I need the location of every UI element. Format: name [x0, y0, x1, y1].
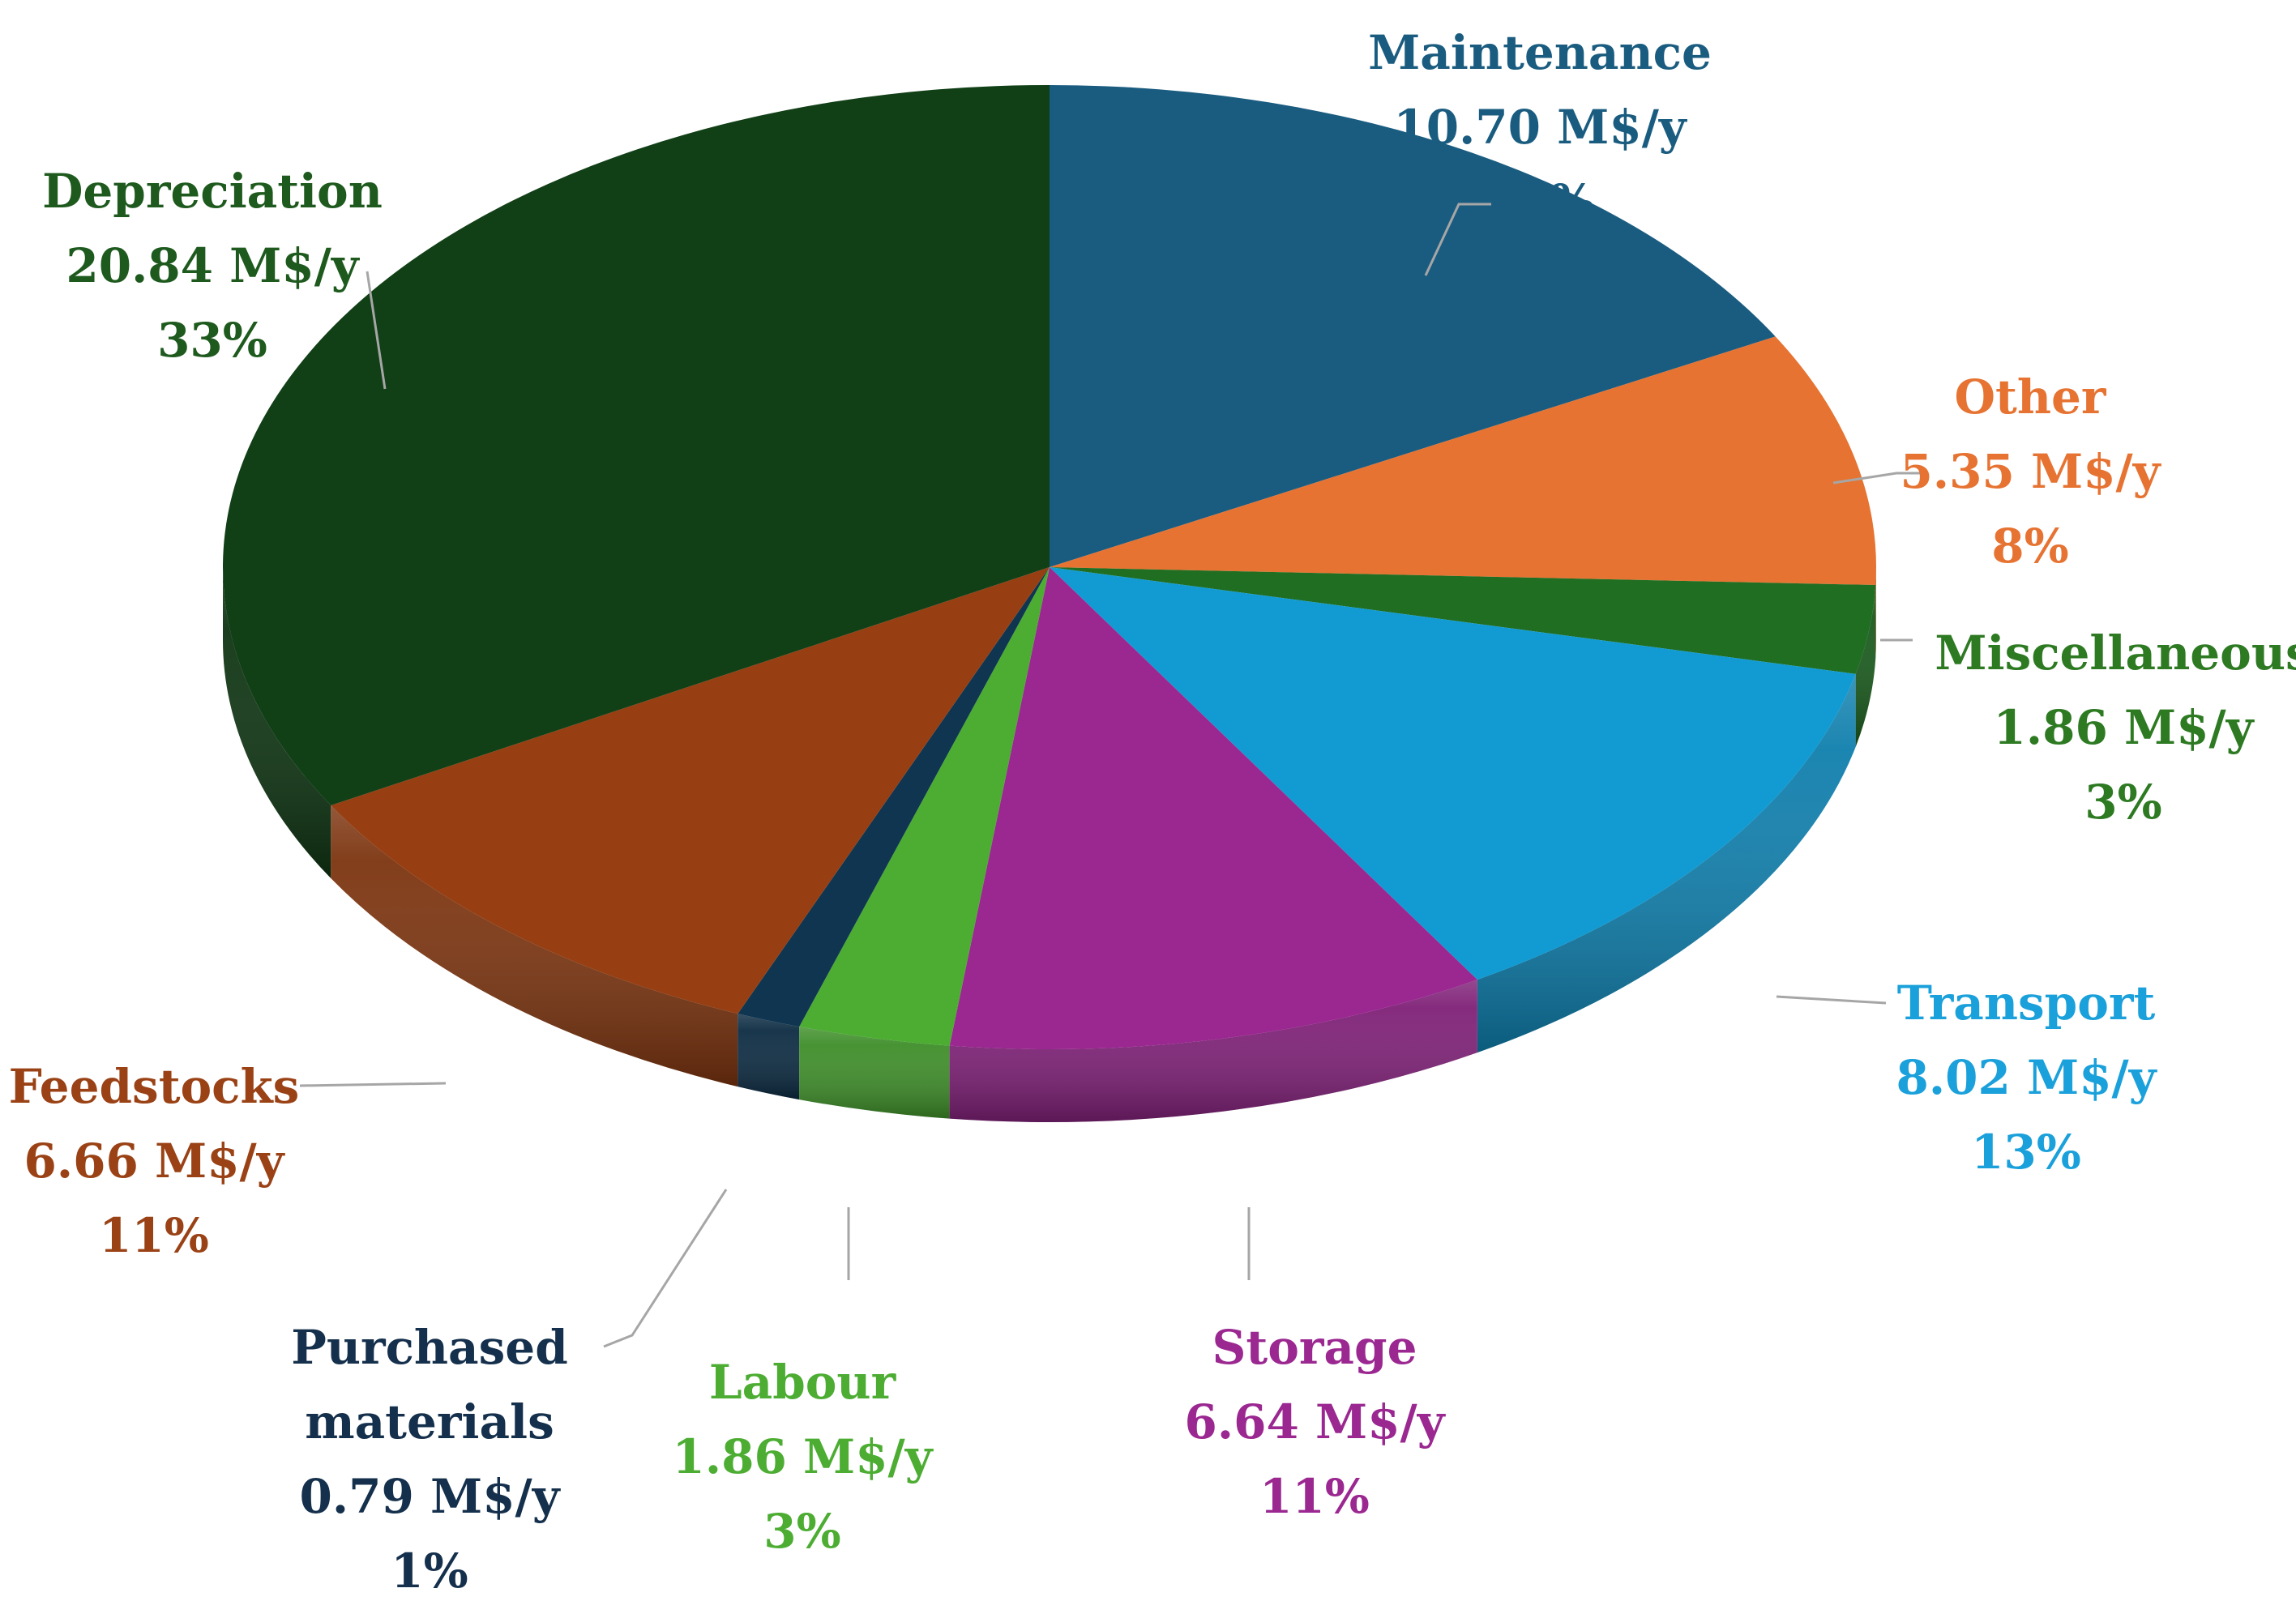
slice-name: Purchased: [291, 1320, 568, 1375]
pie-side-feedstocks: [331, 805, 738, 1087]
pie-side-labour: [799, 1027, 950, 1119]
leader-line-purchased-materials: [603, 1189, 728, 1348]
pie-slice-other: [1050, 336, 1876, 586]
pie-slice-depreciation: [223, 85, 1050, 806]
slice-label-other: Other 5.35 M$/y 8%: [1901, 369, 2162, 574]
pie-slice-feedstocks: [331, 567, 1050, 1014]
pie-side-storage: [949, 980, 1477, 1123]
slice-percent: 3%: [763, 1504, 840, 1559]
slice-value: 8.02 M$/y: [1896, 1050, 2158, 1105]
slice-labels: Maintenance 10.70 M$/y 17% Other 5.35 M$/y 8%…: [9, 25, 2296, 1599]
leader-line-maintenance: [1424, 203, 1491, 276]
slice-name: Other: [1955, 369, 2107, 425]
slice-label-maintenance: Maintenance 10.70 M$/y 17%: [1368, 25, 1712, 229]
slice-percent: 11%: [1259, 1469, 1370, 1524]
leader-line-depreciation: [366, 271, 387, 390]
slice-value: 10.70 M$/y: [1393, 100, 1688, 155]
pie-slice-miscellaneous: [1050, 567, 1876, 674]
pie-slice-transport: [1050, 567, 1856, 980]
leader-lines: [299, 203, 1925, 1348]
slice-name: Labour: [709, 1355, 897, 1410]
pie-sides: [223, 567, 1876, 1123]
pie-side-other: [1875, 567, 1876, 659]
slice-name: Transport: [1897, 976, 2156, 1031]
slice-name: Depreciation: [42, 164, 383, 219]
pie-side-transport: [1477, 673, 1856, 1053]
slice-percent: 17%: [1485, 174, 1595, 229]
slice-value: 1.86 M$/y: [673, 1429, 934, 1484]
slice-value: 1.86 M$/y: [1994, 700, 2255, 755]
pie-side-purchased-materials: [738, 1014, 800, 1100]
pie-slice-purchased-materials: [738, 567, 1050, 1027]
slice-value: 0.79 M$/y: [300, 1469, 562, 1524]
leader-line-other: [1832, 472, 1925, 485]
pie-side-depreciation: [223, 567, 331, 879]
slice-value: 6.66 M$/y: [24, 1134, 286, 1189]
pie-side-miscellaneous: [1855, 585, 1876, 747]
slice-label-feedstocks: Feedstocks 6.66 M$/y 11%: [9, 1059, 300, 1263]
slice-name: materials: [305, 1394, 554, 1449]
slice-name: Maintenance: [1368, 25, 1712, 80]
pie-tops: [223, 85, 1876, 1049]
slice-value: 20.84 M$/y: [66, 238, 361, 293]
leader-line-feedstocks: [299, 1082, 447, 1087]
pie-slice-labour: [799, 567, 1050, 1046]
slice-label-storage: Storage 6.64 M$/y 11%: [1185, 1320, 1447, 1524]
slice-label-transport: Transport 8.02 M$/y 13%: [1896, 976, 2158, 1180]
slice-percent: 13%: [1971, 1125, 2081, 1180]
slice-percent: 1%: [391, 1543, 468, 1597]
slice-value: 5.35 M$/y: [1901, 444, 2162, 499]
pie-slice-maintenance: [1050, 85, 1776, 567]
slice-percent: 11%: [99, 1208, 209, 1263]
slice-name: Storage: [1212, 1320, 1417, 1375]
slice-label-depreciation: Depreciation 20.84 M$/y 33%: [42, 164, 383, 368]
slice-label-miscellaneous: Miscellaneous 1.86 M$/y 3%: [1935, 625, 2296, 830]
slice-percent: 3%: [2084, 775, 2161, 830]
slice-name: Feedstocks: [9, 1059, 300, 1114]
leader-line-transport: [1776, 995, 1887, 1005]
slice-label-purchased-materials: Purchased materials 0.79 M$/y 1%: [291, 1320, 568, 1597]
slice-percent: 8%: [1991, 519, 2068, 574]
slice-name: Miscellaneous: [1935, 625, 2296, 681]
slice-percent: 33%: [157, 313, 267, 368]
slice-value: 6.64 M$/y: [1185, 1394, 1447, 1449]
pie-slice-storage: [949, 567, 1477, 1049]
slice-label-labour: Labour 1.86 M$/y 3%: [673, 1355, 934, 1559]
